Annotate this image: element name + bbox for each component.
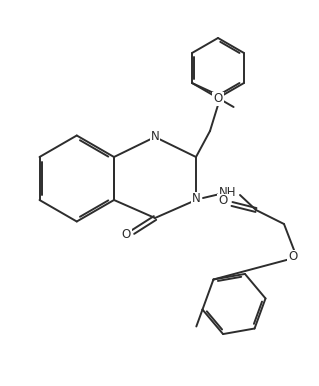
Text: N: N (192, 193, 200, 205)
Text: O: O (288, 251, 298, 264)
Text: O: O (219, 195, 228, 208)
Text: O: O (213, 93, 223, 105)
Text: O: O (121, 229, 130, 242)
Text: N: N (151, 130, 160, 144)
Text: NH: NH (219, 186, 237, 198)
